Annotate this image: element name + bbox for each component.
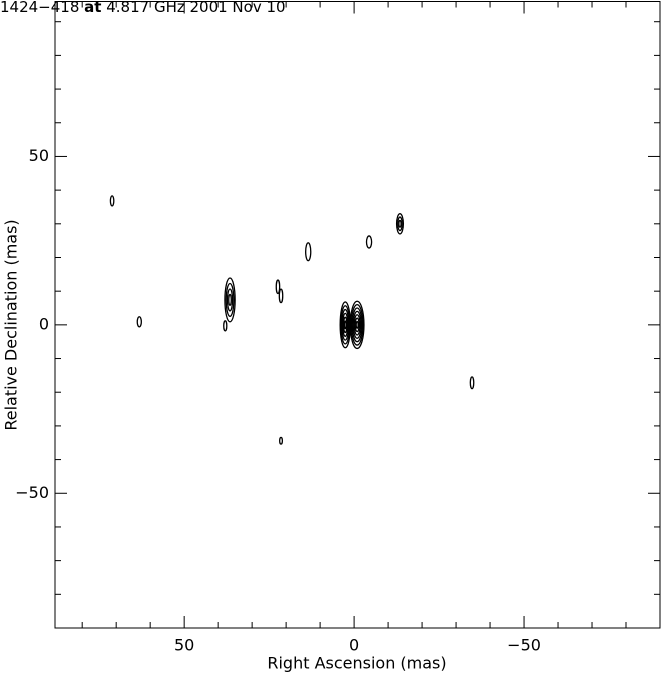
- chart-title: 1424−418 at 4.817 GHz 2001 Nov 10: [0, 0, 286, 16]
- contour: [343, 320, 347, 330]
- title-source: 1424−418: [0, 0, 79, 16]
- contour: [397, 216, 403, 232]
- y-tick-label: −50: [15, 483, 49, 502]
- x-tick-label: 0: [349, 636, 359, 655]
- contour: [398, 219, 402, 228]
- contour: [279, 436, 284, 445]
- contour: [340, 305, 351, 345]
- contour: [275, 279, 281, 295]
- title-at: at: [84, 0, 101, 16]
- contour: [109, 195, 115, 207]
- contour: [341, 308, 350, 341]
- title-rest: 4.817 GHz 2001 Nov 10: [106, 0, 285, 16]
- contour: [278, 288, 284, 304]
- contour: [226, 288, 234, 312]
- contour: [342, 312, 349, 337]
- contour: [395, 213, 405, 235]
- y-axis-label: Relative Declination (mas): [2, 219, 21, 430]
- contour: [225, 282, 235, 317]
- y-tick-label: 0: [39, 314, 49, 333]
- contour: [228, 293, 232, 307]
- contour: [136, 316, 142, 328]
- contour: [354, 317, 360, 333]
- contour: [305, 242, 312, 262]
- contour: [349, 300, 365, 350]
- contour: [469, 376, 475, 390]
- y-tick-label: 50: [29, 146, 49, 165]
- contour: [365, 235, 373, 249]
- plot-frame: [54, 1, 661, 629]
- x-axis-label: Right Ascension (mas): [267, 654, 446, 673]
- contour: [352, 310, 362, 339]
- contour: [355, 320, 359, 329]
- contour: [342, 316, 348, 334]
- contour: [223, 320, 228, 332]
- contour: [350, 303, 364, 346]
- contour: [353, 314, 361, 336]
- x-tick-label: −50: [507, 636, 541, 655]
- contour: [351, 307, 363, 343]
- x-tick-label: 50: [174, 636, 194, 655]
- contour: [224, 277, 236, 323]
